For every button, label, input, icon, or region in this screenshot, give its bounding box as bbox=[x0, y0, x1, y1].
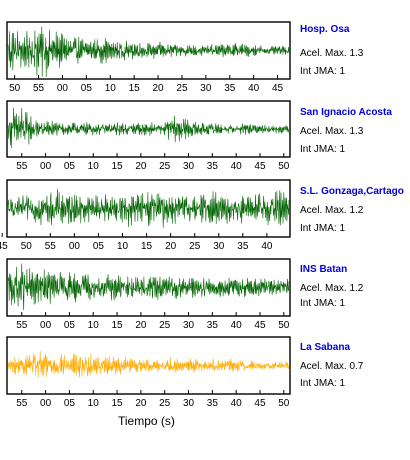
station-name: Hosp. Osa bbox=[300, 24, 350, 35]
x-tick-label: 00 bbox=[57, 83, 69, 94]
x-tick-label: 45 bbox=[254, 398, 266, 409]
x-tick-label: 15 bbox=[111, 320, 123, 331]
waveform-trace bbox=[7, 107, 290, 149]
x-tick-label: 35 bbox=[237, 241, 249, 252]
panel-frame bbox=[6, 100, 291, 158]
x-tick-label: 55 bbox=[16, 320, 28, 331]
station-name: INS Batan bbox=[300, 264, 348, 275]
panel-frame bbox=[6, 258, 291, 317]
x-tick-label: 30 bbox=[183, 398, 195, 409]
waveform-trace bbox=[7, 188, 290, 228]
x-tick-label: 00 bbox=[40, 161, 52, 172]
panel-frame bbox=[6, 21, 291, 80]
x-tick-label: 00 bbox=[40, 398, 52, 409]
x-tick-label: 00 bbox=[69, 241, 81, 252]
x-tick-label: 45 bbox=[272, 83, 284, 94]
waveform-trace bbox=[7, 26, 290, 78]
x-tick-label: 25 bbox=[159, 161, 171, 172]
seismogram-panel: 45 50 55 00 05 10 15 20 25 30 35 40 bbox=[0, 179, 291, 252]
x-tick-label: 55 bbox=[16, 398, 28, 409]
x-tick-label: 40 bbox=[248, 83, 260, 94]
x-tick-label: 25 bbox=[159, 398, 171, 409]
x-tick-label: 50 bbox=[278, 398, 290, 409]
jma-intensity: Int JMA: 1 bbox=[300, 223, 346, 234]
x-tick-label: 35 bbox=[207, 398, 219, 409]
x-tick-label: 20 bbox=[135, 398, 147, 409]
x-tick-label: 40 bbox=[231, 398, 243, 409]
x-tick-label: 10 bbox=[88, 320, 100, 331]
x-tick-label: 55 bbox=[33, 83, 45, 94]
station-name: La Sabana bbox=[300, 342, 351, 353]
waveform-trace bbox=[7, 263, 290, 311]
x-tick-label: 10 bbox=[88, 161, 100, 172]
x-tick-label: 30 bbox=[183, 320, 195, 331]
x-tick-label: 35 bbox=[207, 320, 219, 331]
x-tick-label: 20 bbox=[135, 161, 147, 172]
seismogram-panel: 55 00 05 10 15 20 25 30 35 40 45 50 bbox=[6, 258, 291, 331]
jma-intensity: Int JMA: 1 bbox=[300, 378, 346, 389]
x-tick-label: 50 bbox=[278, 320, 290, 331]
max-acceleration: Acel. Max. 1.3 bbox=[300, 126, 364, 137]
x-tick-label: 00 bbox=[40, 320, 52, 331]
x-tick-label: 05 bbox=[93, 241, 105, 252]
seismogram-panel: 55 00 05 10 15 20 25 30 35 40 45 50 bbox=[6, 100, 291, 172]
x-tick-label: 15 bbox=[129, 83, 141, 94]
x-tick-label: 50 bbox=[9, 83, 21, 94]
x-tick-label: 40 bbox=[231, 320, 243, 331]
x-tick-label: 55 bbox=[45, 241, 57, 252]
seismogram-panel: 50 55 00 05 10 15 20 25 30 35 40 45 bbox=[6, 21, 291, 94]
x-tick-label: 40 bbox=[231, 161, 243, 172]
x-tick-label: 50 bbox=[278, 161, 290, 172]
x-tick-label: 35 bbox=[224, 83, 236, 94]
x-tick-label: 35 bbox=[207, 161, 219, 172]
panel-frame bbox=[6, 179, 291, 238]
x-tick-label: 10 bbox=[117, 241, 129, 252]
x-tick-label: 05 bbox=[64, 398, 76, 409]
x-tick-label: 55 bbox=[16, 161, 28, 172]
x-tick-label: 45 bbox=[254, 320, 266, 331]
max-acceleration: Acel. Max. 1.2 bbox=[300, 205, 364, 216]
x-tick-label: 25 bbox=[176, 83, 188, 94]
x-tick-label: 25 bbox=[189, 241, 201, 252]
x-tick-label: 45 bbox=[254, 161, 266, 172]
x-tick-label: 10 bbox=[105, 83, 117, 94]
max-acceleration: Acel. Max. 1.3 bbox=[300, 48, 364, 59]
jma-intensity: Int JMA: 1 bbox=[300, 298, 346, 309]
x-tick-label: 50 bbox=[21, 241, 33, 252]
x-tick-label: 10 bbox=[88, 398, 100, 409]
seismogram-panel: 55 00 05 10 15 20 25 30 35 40 45 50 bbox=[6, 336, 291, 409]
max-acceleration: Acel. Max. 1.2 bbox=[300, 283, 364, 294]
max-acceleration: Acel. Max. 0.7 bbox=[300, 361, 364, 372]
x-tick-label: 05 bbox=[64, 320, 76, 331]
x-tick-label: 45 bbox=[0, 241, 8, 252]
x-tick-label: 30 bbox=[200, 83, 212, 94]
x-tick-label: 25 bbox=[159, 320, 171, 331]
x-tick-label: 40 bbox=[261, 241, 273, 252]
waveform-trace bbox=[7, 350, 290, 378]
x-tick-label: 20 bbox=[135, 320, 147, 331]
x-axis-label: Tiempo (s) bbox=[118, 414, 175, 428]
station-name: San Ignacio Acosta bbox=[300, 107, 392, 118]
x-tick-label: 05 bbox=[64, 161, 76, 172]
x-tick-label: 30 bbox=[213, 241, 225, 252]
x-tick-label: 15 bbox=[141, 241, 153, 252]
x-tick-label: 20 bbox=[165, 241, 177, 252]
x-tick-label: 15 bbox=[111, 398, 123, 409]
x-tick-label: 05 bbox=[81, 83, 93, 94]
x-tick-label: 30 bbox=[183, 161, 195, 172]
x-tick-label: 15 bbox=[111, 161, 123, 172]
station-name: S.L. Gonzaga,Cartago bbox=[300, 186, 404, 197]
jma-intensity: Int JMA: 1 bbox=[300, 144, 346, 155]
x-tick-label: 20 bbox=[152, 83, 164, 94]
panel-frame bbox=[6, 336, 291, 395]
jma-intensity: Int JMA: 1 bbox=[300, 66, 346, 77]
